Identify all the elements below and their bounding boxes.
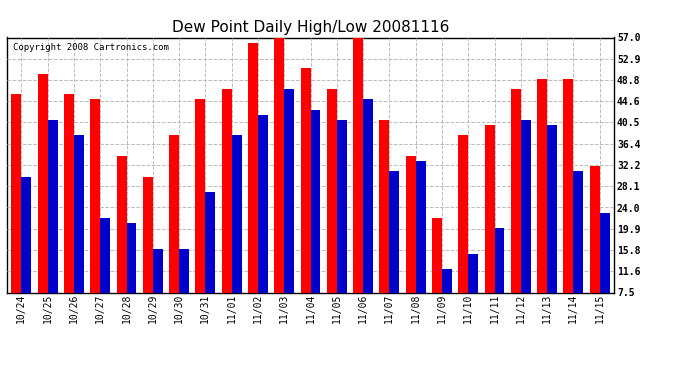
Bar — [415, 161, 426, 331]
Bar — [143, 177, 152, 331]
Bar — [206, 192, 215, 331]
Bar — [74, 135, 84, 331]
Bar — [232, 135, 241, 331]
Bar — [573, 171, 583, 331]
Bar — [301, 68, 310, 331]
Bar — [301, 68, 310, 331]
Title: Dew Point Daily High/Low 20081116: Dew Point Daily High/Low 20081116 — [172, 20, 449, 35]
Bar — [389, 171, 400, 331]
Bar — [600, 213, 610, 331]
Bar — [415, 161, 426, 331]
Bar — [38, 74, 48, 331]
Bar — [284, 89, 294, 331]
Bar — [600, 213, 610, 331]
Bar — [48, 120, 58, 331]
Bar — [380, 120, 389, 331]
Bar — [179, 249, 189, 331]
Bar — [152, 249, 163, 331]
Text: Copyright 2008 Cartronics.com: Copyright 2008 Cartronics.com — [13, 43, 169, 52]
Bar — [363, 99, 373, 331]
Bar — [406, 156, 415, 331]
Bar — [458, 135, 469, 331]
Bar — [327, 89, 337, 331]
Bar — [590, 166, 600, 331]
Bar — [337, 120, 347, 331]
Bar — [169, 135, 179, 331]
Bar — [573, 171, 583, 331]
Bar — [38, 74, 48, 331]
Bar — [258, 115, 268, 331]
Bar — [537, 79, 547, 331]
Bar — [495, 228, 504, 331]
Bar — [484, 125, 495, 331]
Bar — [458, 135, 469, 331]
Bar — [195, 99, 206, 331]
Bar — [143, 177, 152, 331]
Bar — [258, 115, 268, 331]
Bar — [179, 249, 189, 331]
Bar — [521, 120, 531, 331]
Bar — [274, 38, 284, 331]
Bar — [353, 38, 363, 331]
Bar — [100, 218, 110, 331]
Bar — [469, 254, 478, 331]
Bar — [511, 89, 521, 331]
Bar — [169, 135, 179, 331]
Bar — [48, 120, 58, 331]
Bar — [563, 79, 573, 331]
Bar — [327, 89, 337, 331]
Bar — [64, 94, 74, 331]
Bar — [406, 156, 415, 331]
Bar — [221, 89, 232, 331]
Bar — [310, 110, 320, 331]
Bar — [511, 89, 521, 331]
Bar — [117, 156, 126, 331]
Bar — [563, 79, 573, 331]
Bar — [590, 166, 600, 331]
Bar — [64, 94, 74, 331]
Bar — [547, 125, 557, 331]
Bar — [126, 223, 137, 331]
Bar — [11, 94, 21, 331]
Bar — [547, 125, 557, 331]
Bar — [221, 89, 232, 331]
Bar — [152, 249, 163, 331]
Bar — [232, 135, 241, 331]
Bar — [274, 38, 284, 331]
Bar — [21, 177, 31, 331]
Bar — [353, 38, 363, 331]
Bar — [442, 269, 452, 331]
Bar — [432, 218, 442, 331]
Bar — [126, 223, 137, 331]
Bar — [495, 228, 504, 331]
Bar — [363, 99, 373, 331]
Bar — [432, 218, 442, 331]
Bar — [389, 171, 400, 331]
Bar — [206, 192, 215, 331]
Bar — [284, 89, 294, 331]
Bar — [117, 156, 126, 331]
Bar — [74, 135, 84, 331]
Bar — [310, 110, 320, 331]
Bar — [21, 177, 31, 331]
Bar — [90, 99, 100, 331]
Bar — [248, 43, 258, 331]
Bar — [195, 99, 206, 331]
Bar — [90, 99, 100, 331]
Bar — [100, 218, 110, 331]
Bar — [469, 254, 478, 331]
Bar — [537, 79, 547, 331]
Bar — [248, 43, 258, 331]
Bar — [11, 94, 21, 331]
Bar — [521, 120, 531, 331]
Bar — [337, 120, 347, 331]
Bar — [380, 120, 389, 331]
Bar — [484, 125, 495, 331]
Bar — [442, 269, 452, 331]
